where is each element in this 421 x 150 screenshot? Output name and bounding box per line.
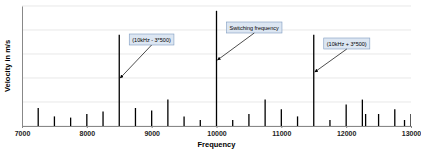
stem [329, 120, 330, 126]
x-tick-label: 7000 [15, 130, 31, 137]
stem [151, 110, 152, 126]
x-tick-label: 10000 [207, 130, 227, 137]
y-axis [22, 7, 24, 127]
stem [232, 120, 233, 126]
stem [248, 114, 249, 126]
grid [22, 6, 411, 126]
marks [38, 11, 411, 126]
plot: 7000 8000 9000 10000 11000 12000 13000 (10kHz -… [15, 6, 421, 137]
stem [38, 108, 39, 126]
annotation-text: (10kHz - 3*500) [132, 37, 171, 43]
stem [404, 120, 405, 126]
x-tick: 9000 [144, 126, 160, 137]
stem [346, 104, 347, 126]
stem [54, 116, 55, 126]
x-tick-mark [87, 126, 88, 128]
stem [102, 112, 103, 126]
stem [297, 116, 298, 126]
annotation-text: (10kHz + 3*500) [327, 41, 367, 47]
annotation-box [324, 38, 370, 49]
y-axis-line [22, 7, 23, 127]
x-tick-mark [152, 126, 153, 128]
stem [216, 11, 217, 126]
y-axis-title: Velocity in m/s [3, 40, 12, 92]
annotation: (10kHz - 3*500) [120, 34, 174, 78]
stem [119, 35, 120, 126]
annotation-arrow [315, 49, 347, 72]
x-tick: 8000 [80, 126, 96, 137]
chart: 7000 8000 9000 10000 11000 12000 13000 (10kHz -… [0, 0, 421, 150]
x-tick-label: 12000 [337, 130, 357, 137]
x-tick: 7000 [15, 126, 31, 137]
annotation-box [129, 34, 174, 45]
x-tick: 13000 [402, 126, 421, 137]
stem [135, 108, 136, 126]
x-tick-mark [346, 126, 347, 128]
x-tick-label: 8000 [80, 130, 96, 137]
stem [281, 109, 282, 126]
stem [378, 114, 379, 126]
stem [362, 100, 363, 126]
x-tick-label: 11000 [272, 130, 291, 137]
annotations: (10kHz - 3*500) Switching frequency (10kHz… [120, 22, 370, 78]
annotation-text: Switching frequency [230, 25, 279, 31]
x-tick-label: 13000 [402, 130, 421, 137]
x-tick-label: 9000 [144, 130, 160, 137]
x-axis-title: Frequency [198, 140, 237, 149]
stem [394, 109, 395, 126]
grid-line [22, 6, 411, 7]
x-axis: 7000 8000 9000 10000 11000 12000 13000 [15, 126, 421, 137]
stem [264, 100, 265, 126]
stem [70, 118, 71, 126]
stem [313, 35, 314, 126]
x-tick: 12000 [337, 126, 357, 137]
annotation-arrow [120, 45, 151, 78]
x-axis-line [23, 127, 412, 129]
stem [200, 120, 201, 126]
stem [365, 114, 366, 126]
stem [183, 116, 184, 126]
x-tick: 10000 [207, 126, 227, 137]
annotation: (10kHz + 3*500) [315, 38, 370, 72]
stem [86, 114, 87, 126]
x-tick-mark [281, 126, 282, 128]
x-tick-mark [411, 126, 412, 128]
stem [167, 100, 168, 126]
annotation-box [227, 22, 282, 33]
annotation-arrow [218, 33, 255, 60]
stem [410, 114, 411, 126]
x-tick: 11000 [272, 126, 291, 137]
x-tick-mark [217, 126, 218, 128]
annotation: Switching frequency [218, 22, 282, 60]
